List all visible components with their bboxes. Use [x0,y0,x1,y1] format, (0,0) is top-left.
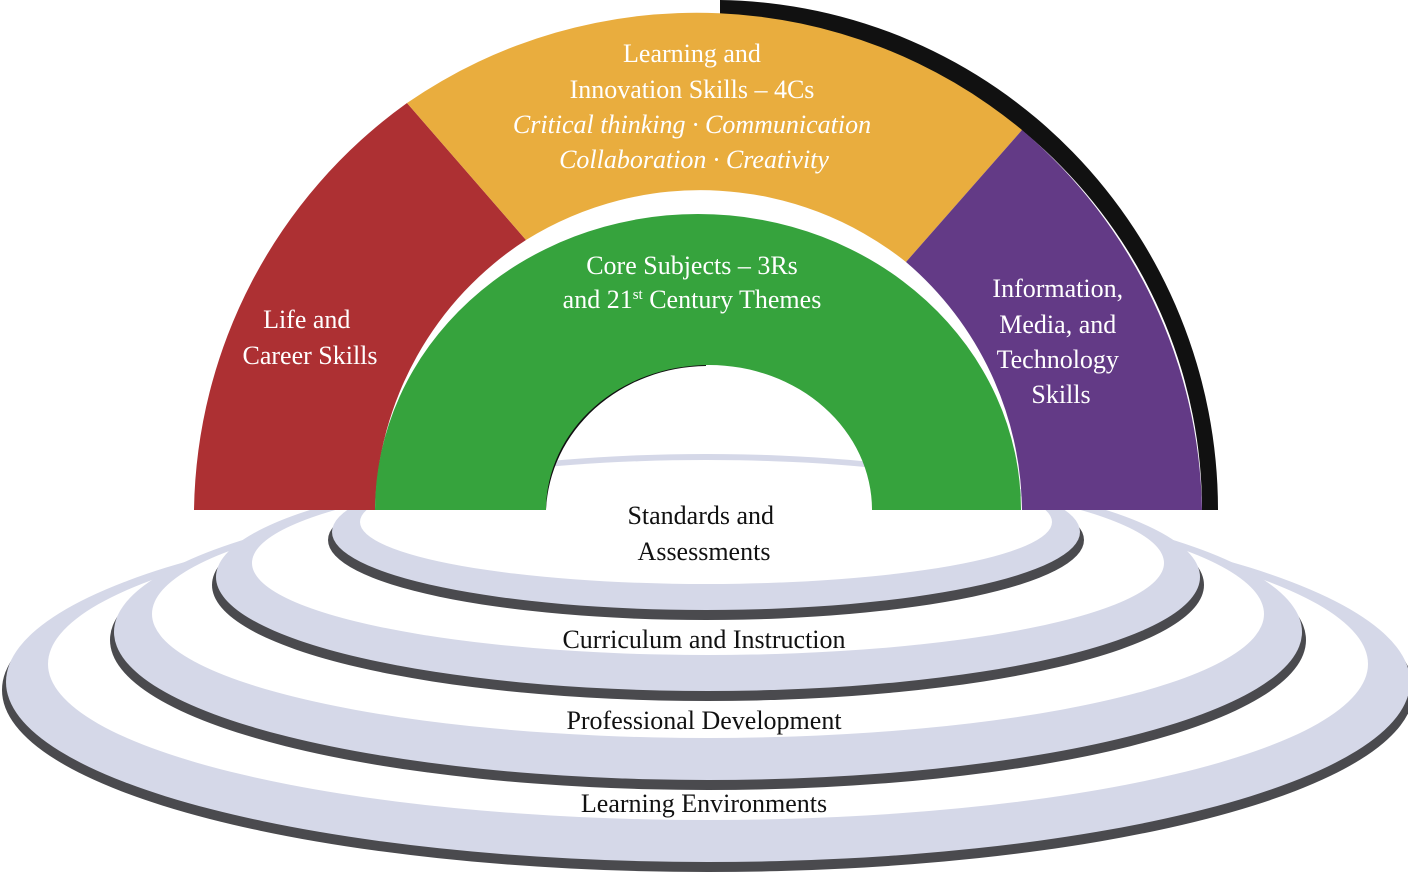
standards-line2: Assessments [638,537,771,566]
arch [194,0,1218,510]
life-career-line2: Career Skills [242,341,377,370]
label-standards-assessments: Standards and Assessments [627,501,780,566]
learning-4cs-line2: Collaboration · Creativity [559,145,829,174]
core-line2-post: Century Themes [643,285,822,314]
learning-line1: Learning and [623,39,761,68]
segment-information-media [906,130,1202,510]
info-line1: Information, [992,274,1123,303]
label-learning-innovation: Learning and Innovation Skills – 4Cs Cri… [513,39,875,174]
segment-core-subjects [375,214,1021,510]
core-line2-pre: and 21 [563,285,633,314]
segment-life-career [194,103,526,510]
segment-learning-innovation [407,12,1022,263]
learning-4cs-line1: Critical thinking · Communication [513,110,871,139]
label-core-subjects-line2: and 21st Century Themes [563,285,822,314]
standards-line1: Standards and [627,501,774,530]
label-professional-development: Professional Development [566,706,842,735]
info-line3: Technology [997,345,1119,374]
learning-line2: Innovation Skills – 4Cs [570,75,815,104]
label-learning-environments: Learning Environments [581,789,827,818]
info-line4: Skills [1031,380,1090,409]
label-information-media: Information, Media, and Technology Skill… [992,274,1129,409]
info-line2: Media, and [999,310,1116,339]
label-core-subjects-line1: Core Subjects – 3Rs [586,251,798,280]
life-career-line1: Life and [263,305,350,334]
core-line2-sup: st [633,287,644,303]
label-curriculum-instruction: Curriculum and Instruction [562,625,845,654]
label-life-career: Life and Career Skills [242,305,377,370]
